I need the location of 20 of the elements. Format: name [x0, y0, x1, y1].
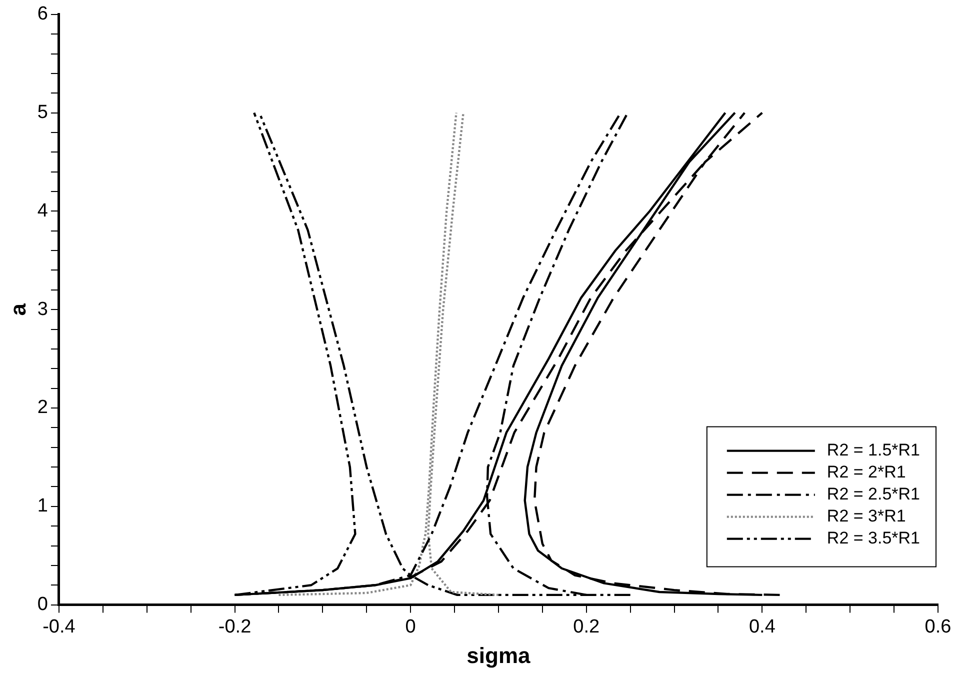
y-tick-label: 2: [37, 397, 48, 418]
text: R2 = 2.5*R1: [826, 484, 920, 504]
x-tick-label: -0.4: [42, 616, 76, 638]
y-tick-label: 3: [37, 298, 48, 320]
text: R2 = 1.5*R1: [826, 440, 920, 460]
y-tick-label: 1: [37, 496, 48, 517]
y-tick-label: 6: [37, 4, 48, 25]
y-tick-label: 5: [37, 102, 48, 124]
y-axis-title: a: [5, 302, 30, 316]
text: R2 = 2*R1: [826, 462, 906, 482]
x-tick-label: 0: [405, 616, 416, 638]
x-tick-label: -0.2: [218, 616, 252, 638]
x-tick-label: 0.4: [748, 616, 776, 638]
x-tick-label: 0.6: [924, 616, 952, 638]
y-tick-label: 4: [37, 200, 48, 222]
x-axis-title: sigma: [466, 642, 532, 668]
text: R2 = 3.5*R1: [826, 528, 920, 548]
x-tick-label: 0.2: [573, 616, 600, 638]
y-tick-label: 0: [37, 594, 48, 616]
text: R2 = 3*R1: [826, 506, 906, 526]
